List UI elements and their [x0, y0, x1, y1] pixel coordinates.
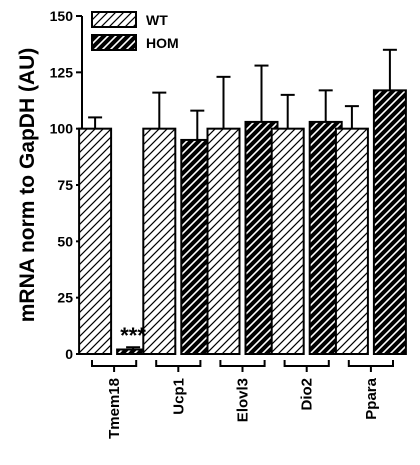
y-tick-label: 125: [50, 64, 74, 80]
x-tick-label: Elovl3: [235, 378, 252, 422]
y-tick-label: 0: [65, 346, 73, 362]
bar-tmem18-wt: [78, 127, 113, 355]
x-group-bracket: [91, 360, 138, 367]
bar-elovl3-wt: [206, 127, 241, 355]
x-group-bracket: [283, 360, 330, 367]
bar-ucp1-wt: [142, 127, 177, 355]
legend-swatch-wt: [91, 11, 137, 28]
bar-dio2-wt: [270, 127, 305, 355]
y-tick-label: 150: [50, 8, 74, 24]
y-axis-label: mRNA norm to GapDH (AU): [16, 48, 39, 323]
y-axis: 0 25 50 75 100 125 150: [50, 8, 83, 362]
y-tick-label: 25: [57, 290, 73, 306]
significance-marker: ***: [120, 323, 146, 348]
y-tick-label: 50: [57, 233, 73, 249]
x-group-bracket: [347, 360, 394, 367]
bars: [78, 48, 407, 356]
x-tick-label: Dio2: [299, 378, 316, 411]
y-tick-label: 100: [50, 121, 74, 137]
bar-ppara-wt: [334, 127, 369, 355]
x-tick-label: Ppara: [363, 377, 380, 419]
legend-label-wt: WT: [146, 12, 168, 28]
legend-label-hom: HOM: [146, 35, 179, 51]
y-tick-label: 75: [57, 177, 73, 193]
x-tick-label: Tmem18: [106, 378, 123, 439]
annotations: ***: [120, 323, 146, 348]
x-group-bracket: [155, 360, 202, 367]
x-axis: Tmem18 Ucp1 Elovl3 Dio2 Ppara: [91, 360, 394, 439]
bar-ppara-hom: [372, 89, 407, 356]
legend: WT HOM: [91, 11, 179, 51]
x-tick-label: Ucp1: [170, 378, 187, 415]
legend-swatch-hom: [91, 34, 137, 51]
x-group-bracket: [219, 360, 266, 367]
